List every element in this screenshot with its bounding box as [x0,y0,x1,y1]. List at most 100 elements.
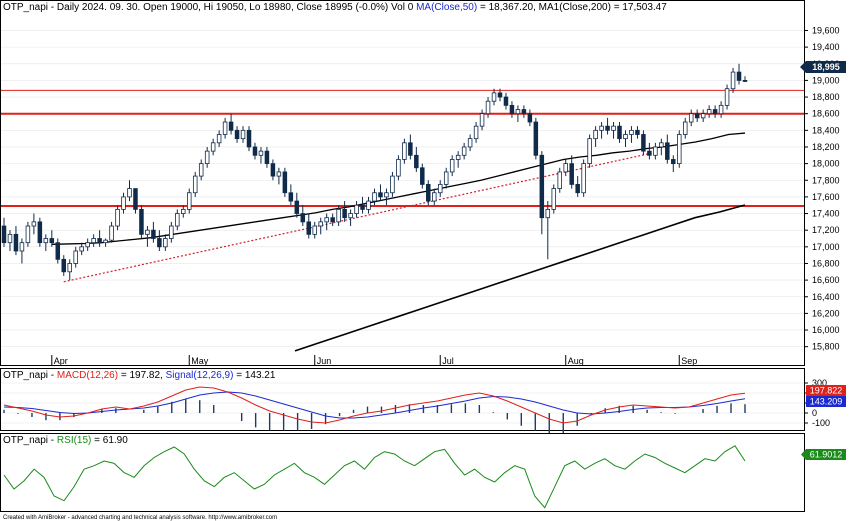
candle-body [1,225,7,244]
candle-body [659,142,664,148]
candle-body [485,100,491,115]
ma200-legend: MA1(Close,200) [539,2,611,13]
candle-body [420,167,425,185]
candle-body [533,121,539,156]
month-label: Sep [681,356,697,366]
candle-body [37,221,43,244]
rsi-title: OTP_napi - RSI(15) = 61.90 [3,435,128,446]
candle-body [175,213,180,227]
candle-body [402,142,407,160]
candle-body [121,196,126,210]
candle-body [216,134,222,144]
candle-body [694,113,700,119]
candle-body [354,204,359,214]
candle-body [455,154,461,160]
y-tick-label: 17,800 [812,175,840,185]
candle-body [25,225,31,244]
candle-body [330,217,335,223]
candle-body [449,159,455,173]
candle-body [551,188,557,210]
candle-body [730,71,736,90]
y-tick-label: 16,400 [812,292,840,302]
y-tick-label: 19,400 [812,42,840,52]
candle-body [503,96,509,106]
candle-body [665,142,670,160]
candle-body [682,121,688,135]
candle-body [360,204,365,210]
macd-y-tick-label: 0 [812,408,817,418]
candle-body [85,242,90,248]
candle-body [91,238,96,244]
candle-body [157,238,162,248]
candle-body [19,242,25,252]
candle-body [348,213,353,219]
y-tick-label: 16,000 [812,325,840,335]
macd-line [3,386,746,424]
candle-body [300,213,306,223]
candle-body [318,221,323,227]
candle-body [443,171,449,185]
y-tick-label: 16,800 [812,258,840,268]
candle-body [246,129,252,148]
candle-body [677,134,682,165]
y-tick-label: 18,800 [812,92,840,102]
month-label: Aug [568,356,584,366]
candle-body [378,192,383,198]
candle-body [240,129,246,140]
candle-body [437,184,443,194]
main-y-axis: 19,60019,40019,20019,00018,80018,60018,4… [804,25,840,352]
candle-body [563,163,568,173]
footer-credit: Created with AmiBroker - advanced charti… [3,515,277,521]
y-tick-label: 17,200 [812,225,840,235]
candle-body [545,208,551,219]
candle-body [55,242,61,260]
macd-lines [3,386,746,424]
month-label: Jul [442,356,454,366]
macd-badge-value: 197.822 [810,386,843,396]
candle-body [497,92,503,98]
main-title: OTP_napi - Daily 2024. 09. 30. Open 1900… [3,2,667,13]
candle-body [569,163,574,185]
candle-body [641,134,646,152]
signal-badge-value: 143.209 [810,397,843,407]
candle-body [67,263,72,273]
y-tick-label: 15,800 [812,342,840,352]
candle-body [426,184,431,202]
rsi-pane-frame [0,433,805,512]
candle-body [432,192,437,202]
rsi-badge: 61.9012 [801,449,846,460]
candle-body [31,221,37,227]
candle-body [599,125,604,131]
month-label: Jun [317,356,332,366]
macd-y-tick-label: -100 [812,418,830,428]
candle-body [294,200,300,214]
macd-grid [1,382,804,424]
candle-body [372,192,377,202]
candle-body [366,200,371,210]
y-tick-label: 17,000 [812,242,840,252]
y-tick-label: 16,200 [812,308,840,318]
candle-body [181,208,186,214]
signal-badge: 143.209 [806,396,846,407]
y-tick-label: 17,600 [812,192,840,202]
candle-body [276,171,282,177]
y-tick-label: 18,200 [812,142,840,152]
candle-body [169,225,174,239]
rsi-badge-value: 61.9012 [810,450,843,460]
candle-body [73,250,78,264]
y-tick-label: 19,000 [812,75,840,85]
candle-body [653,146,658,156]
candle-body [473,125,479,140]
candle-body [605,125,610,131]
candle-body [163,238,168,248]
candle-body [43,238,49,244]
candle-body [13,233,19,252]
candle-body [593,129,598,140]
macd-y-tick-label: 300 [812,378,827,388]
candle-body [521,109,527,115]
candle-body [258,150,264,156]
candles [1,63,748,281]
candle-body [103,239,108,244]
candle-body [228,121,234,131]
